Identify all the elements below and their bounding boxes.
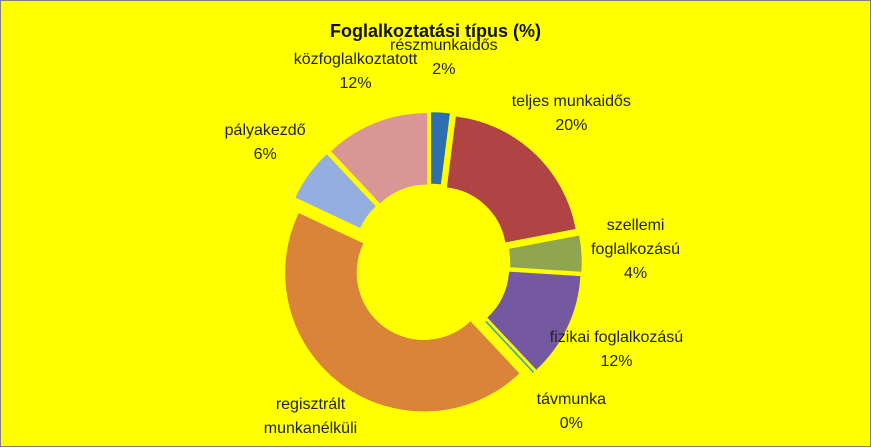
slice-label: fizikai foglalkozású 12% — [541, 326, 691, 374]
donut-slice — [485, 320, 535, 373]
donut-slice — [508, 235, 582, 272]
value-label: 4% — [624, 265, 648, 283]
slice-label: távmunka 0% — [496, 388, 646, 436]
slice-label: közfoglalkoztatott 12% — [281, 48, 431, 96]
value-label: 20% — [555, 116, 588, 134]
category-label: távmunka — [536, 391, 607, 409]
category-label: fizikai foglalkozású — [549, 329, 684, 347]
chart-title: Foglalkoztatási típus (%) — [329, 21, 542, 41]
value-label: 6% — [253, 145, 277, 163]
donut-slice — [331, 113, 428, 204]
donut-slice — [446, 116, 576, 243]
value-label: 44% — [294, 444, 326, 446]
donut-slice — [295, 154, 376, 228]
donut-slice — [285, 212, 520, 412]
value-label: 12% — [600, 353, 633, 371]
category-label: teljes munkaidős — [511, 92, 631, 110]
value-label: 0% — [559, 415, 583, 433]
category-label: szellemi foglalkozású — [591, 217, 681, 259]
slice-label: részmunkaidős 2% — [369, 34, 519, 82]
donut-slice — [487, 271, 581, 370]
category-label: részmunkaidős — [390, 37, 498, 55]
donut-slice — [431, 112, 450, 185]
value-label: 12% — [339, 75, 372, 93]
slice-label: pályakezdő 6% — [190, 119, 340, 167]
slice-label: teljes munkaidős 20% — [496, 90, 646, 138]
category-label: regisztrált munkanélküli — [263, 395, 358, 437]
value-label: 2% — [432, 61, 456, 79]
slice-label: regisztrált munkanélküli 44% — [236, 393, 386, 446]
category-label: közfoglalkoztatott — [293, 51, 418, 69]
slice-label: szellemi foglalkozású 4% — [561, 214, 711, 286]
category-label: pályakezdő — [224, 121, 306, 139]
